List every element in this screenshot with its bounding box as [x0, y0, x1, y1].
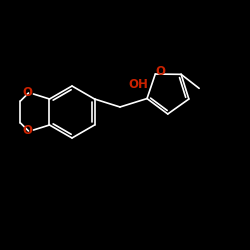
Text: O: O — [22, 124, 32, 138]
Text: O: O — [22, 86, 32, 100]
Text: OH: OH — [128, 78, 148, 92]
Text: O: O — [155, 64, 165, 78]
